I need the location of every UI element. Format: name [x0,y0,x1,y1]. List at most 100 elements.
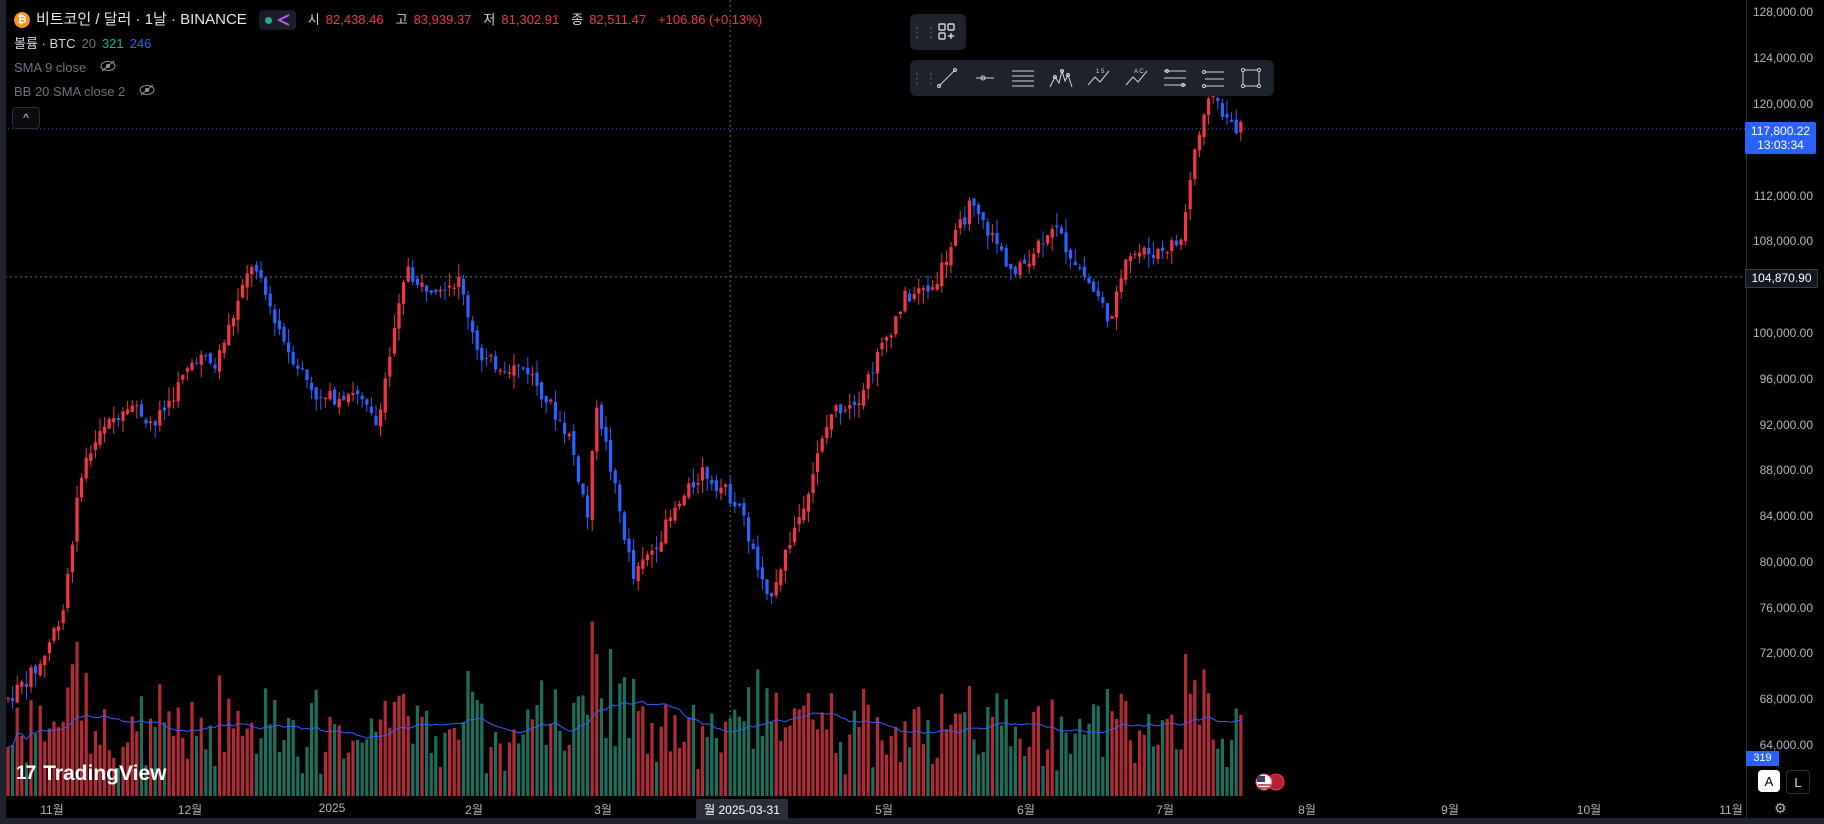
candle-body [540,382,544,400]
candle-body [986,222,990,236]
candle-body [365,399,369,405]
rectangle-icon[interactable] [1232,60,1270,96]
candle-body [921,288,925,291]
volume-bar [429,752,433,796]
volume-bar [489,747,493,796]
bb-label: BB 20 SMA close 2 [14,84,126,99]
candle-body [254,264,258,272]
candle-body [66,573,70,609]
candle-body [1078,267,1082,269]
tradingview-logo-text: TradingView [43,762,167,785]
candle-body [1101,297,1105,303]
volume-bar [1078,718,1082,796]
volume-bar [310,703,314,796]
volume-bar [323,752,327,796]
volume-bar [719,752,723,796]
volume-bar [797,709,801,796]
candle-body [848,405,852,409]
volume-bar [1230,740,1234,796]
volume-bar [572,702,576,796]
volume-bar [296,756,300,796]
x-tick-label: 9월 [1441,803,1459,817]
settings-gear-icon[interactable]: ⚙ [1774,800,1787,816]
eye-hidden-icon[interactable] [139,80,155,104]
candle-body [397,303,401,329]
volume-bar [29,699,33,796]
candle-body [351,392,355,395]
candle-body [627,538,631,553]
volume-bar [498,743,502,796]
xabcd-pattern-icon[interactable]: A C [1118,60,1156,96]
candle-body [563,422,567,435]
abc-pattern-icon[interactable]: 1 5 [1080,60,1118,96]
trend-line-icon[interactable] [928,60,966,96]
price-chart[interactable] [0,0,1745,818]
volume-indicator-row[interactable]: 볼륨 · BTC 20 321 246 [14,32,768,56]
x-tick-label: 12월 [177,803,203,817]
candle-body [1046,235,1050,244]
volume-bar [507,742,511,796]
long-position-icon[interactable] [1194,60,1232,96]
time-axis[interactable] [0,796,1745,818]
candle-body [475,330,479,350]
candle-body [908,293,912,302]
volume-bar [728,717,732,796]
pitchfork-icon[interactable] [1042,60,1080,96]
volume-bar [1225,766,1229,796]
candle-body [153,421,157,426]
volume-bar [1082,734,1086,796]
horizontal-ray-icon[interactable] [966,60,1004,96]
candle-body [222,342,226,354]
candle-body [673,507,677,521]
bb-indicator-row[interactable]: BB 20 SMA close 2 [14,80,768,104]
volume-bar [733,709,737,796]
log-scale-button[interactable]: L [1786,770,1810,794]
volume-bar [135,731,139,796]
volume-bar [333,724,337,796]
volume-bar [885,754,889,796]
candle-body [342,395,346,400]
svg-text:A C: A C [1134,69,1144,75]
volume-bar [1036,706,1040,796]
market-status[interactable] [258,10,296,30]
candle-body [438,289,442,292]
parallel-channel-icon[interactable] [1004,60,1042,96]
us-flag-icon[interactable] [1252,772,1288,792]
symbol-title[interactable]: 비트코인 / 달러 · 1날 · BINANCE [36,11,247,28]
ohlc-close-label: 종 [571,12,584,27]
add-widgets-icon[interactable] [928,14,966,50]
volume-bar [158,684,162,796]
candle-body [61,610,65,624]
sma-indicator-row[interactable]: SMA 9 close [14,56,768,80]
volume-bar [862,688,866,796]
candle-body [1000,246,1004,251]
candle-body [1239,122,1243,133]
volume-bar [126,742,130,796]
y-tick-label: 84,000.00 [1759,509,1813,523]
tradingview-logo[interactable]: 17 TradingView [16,762,166,786]
fib-retracement-icon[interactable] [1156,60,1194,96]
volume-bar [1092,704,1096,796]
candle-body [871,372,875,374]
candle-body [1069,249,1073,259]
candle-body [609,439,613,472]
drag-handle-icon[interactable]: ⋮⋮ [910,69,938,86]
volume-bar [185,758,189,796]
eye-hidden-icon[interactable] [100,56,116,80]
candle-body [15,684,19,703]
auto-scale-button[interactable]: A [1758,770,1780,792]
volume-bar [383,700,387,796]
volume-bar [558,730,562,796]
candle-body [498,370,502,372]
volume-bar [181,738,185,796]
candle-body [273,309,277,324]
candle-body [586,495,590,518]
collapse-legend-button[interactable]: ^ [12,107,40,129]
candle-body [889,335,893,338]
candle-body [595,407,599,452]
drag-handle-icon[interactable]: ⋮⋮ [910,23,938,40]
candle-body [337,398,341,408]
volume-bar [98,744,102,796]
volume-bar [889,735,893,796]
